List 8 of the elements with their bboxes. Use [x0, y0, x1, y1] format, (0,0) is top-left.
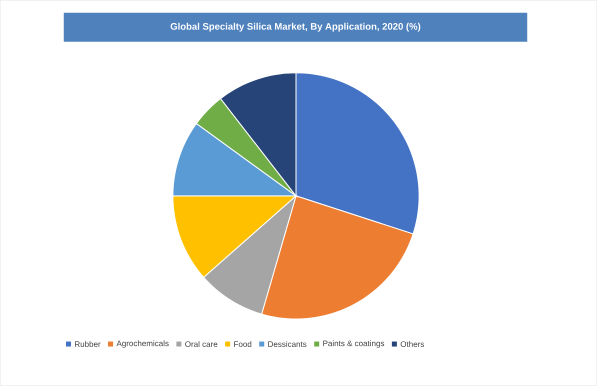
legend-label: Others	[400, 341, 424, 348]
legend-label: Food	[234, 341, 252, 348]
legend-label: Agrochemicals	[116, 340, 169, 348]
legend-label: Rubber	[75, 341, 100, 348]
chart-title: Global Specialty Silica Market, By Application, 2020 (%)	[170, 22, 420, 32]
legend-label: Paints & coatings	[323, 340, 384, 348]
legend-label: Oral care	[185, 341, 218, 348]
legend-label: Dessicants	[268, 341, 306, 348]
